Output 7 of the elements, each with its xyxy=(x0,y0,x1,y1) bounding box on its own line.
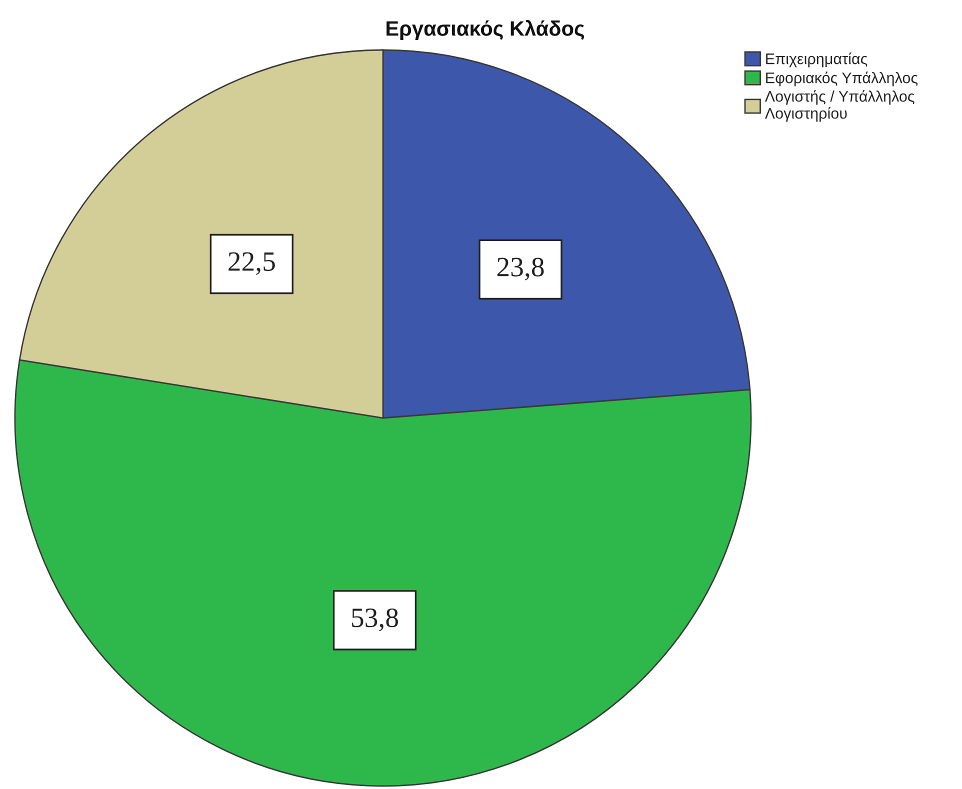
data-label: 22,5 xyxy=(228,252,275,275)
data-label: 53,8 xyxy=(352,608,398,632)
legend-label: Λογιστής / Υπάλληλος Λογιστηρίου xyxy=(764,90,914,122)
chart-title: Εργασιακός Κλάδος xyxy=(386,20,584,40)
legend-label: Εφοριακός Υπάλληλος xyxy=(766,72,918,86)
legend-label: Επιχειρηματίας xyxy=(766,52,868,68)
data-label: 23,8 xyxy=(497,258,544,280)
